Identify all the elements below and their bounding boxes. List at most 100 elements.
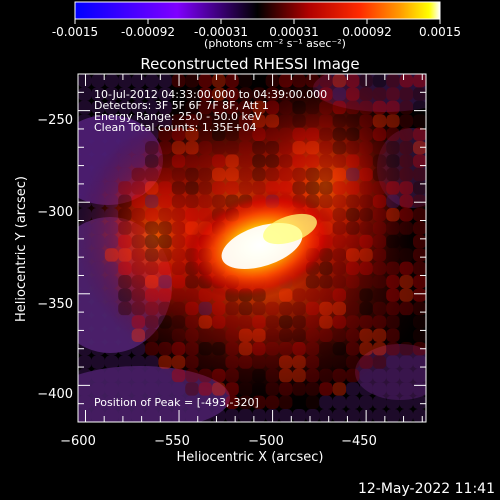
texture-pixel [145,275,159,289]
texture-pixel [332,315,347,329]
texture-pixel [212,342,226,356]
texture-pixel [413,208,426,222]
texture-pixel [212,100,226,115]
texture-pixel [145,248,159,262]
texture-pixel [359,301,373,316]
texture-pixel [185,74,199,88]
texture-pixel [238,315,253,329]
texture-pixel [386,395,400,410]
texture-pixel [171,127,186,142]
texture-pixel [185,342,199,356]
texture-pixel [185,382,199,396]
texture-pixel [131,261,146,276]
texture-pixel [145,288,159,302]
texture-pixel [399,234,414,249]
texture-pixel [145,368,159,383]
texture-pixel [346,74,360,88]
texture-pixel [225,315,239,329]
colorbar [74,1,441,20]
texture-pixel [145,154,159,168]
texture-pixel [279,315,293,329]
texture-pixel [198,315,213,329]
texture-pixel [104,114,119,128]
axis-ticks [78,74,426,422]
texture-pixel [279,87,293,101]
texture-pixel [319,127,333,142]
texture-pixel [372,328,387,343]
texture-pixel [399,181,414,195]
texture-pixel [265,127,280,142]
texture-pixel [399,194,414,209]
texture-pixel [305,342,320,356]
texture-pixel [198,328,213,343]
texture-pixel [292,342,306,356]
texture-pixel [252,328,266,343]
texture-pixel [158,208,172,222]
texture-pixel [252,409,266,422]
texture-pixel [252,342,266,356]
texture-pixel [145,208,159,222]
texture-pixel [305,275,320,289]
texture-pixel [198,409,213,422]
texture-pixel [158,248,172,262]
texture-pixel [319,342,333,356]
texture-pixel [279,114,293,128]
texture-pixel [399,328,414,343]
texture-pixel [91,87,105,101]
texture-pixel [252,167,266,182]
texture-pixel [359,194,373,209]
texture-pixel [91,221,105,235]
texture-pixel [372,127,387,142]
texture-pixel [104,194,119,209]
texture-pixel [145,234,159,249]
texture-pixel [332,342,347,356]
texture-pixel [145,409,159,422]
source-extension [263,213,317,245]
texture-pixel [131,328,146,343]
texture-pixel [359,141,373,155]
texture-pixel [386,301,400,316]
peak-position-text: Position of Peak = [-493,-320] [94,396,259,409]
texture-pixel [225,87,239,101]
texture-pixel [279,368,293,383]
texture-pixel [158,154,172,168]
x-tick-label-450: −450 [341,434,377,449]
texture-pixel [225,342,239,356]
texture-pixel [158,395,172,410]
texture-pixel [225,154,239,168]
colorbar-tick-label: 0.00092 [342,25,392,39]
texture-pixel [185,368,199,383]
texture-pixel [212,87,226,101]
texture-pixel [332,100,347,115]
texture-pixel [346,409,360,422]
texture-pixel [399,409,414,422]
texture-pixel [78,355,92,369]
texture-pixel [212,315,226,329]
texture-pixel [158,100,172,115]
texture-pixel [131,87,146,101]
texture-pixel [118,382,132,396]
texture-pixel [399,261,414,276]
texture-pixel [399,275,414,289]
texture-pixel [386,409,400,422]
texture-pixel [305,409,320,422]
texture-pixel [279,382,293,396]
texture-pixel [78,342,92,356]
texture-pixel [158,315,172,329]
texture-pixel [145,355,159,369]
texture-pixel [332,328,347,343]
texture-pixel [238,154,253,168]
texture-pixel [145,301,159,316]
texture-pixel [305,74,320,88]
texture-pixel [185,315,199,329]
texture-pixel [104,395,119,410]
texture-pixel [399,141,414,155]
texture-pixel [225,74,239,88]
texture-pixel [399,315,414,329]
texture-pixel [319,315,333,329]
texture-pixel [185,355,199,369]
texture-pixel [131,355,146,369]
texture-pixel [91,194,105,209]
texture-pixel [319,409,333,422]
texture-pixel [198,395,213,410]
